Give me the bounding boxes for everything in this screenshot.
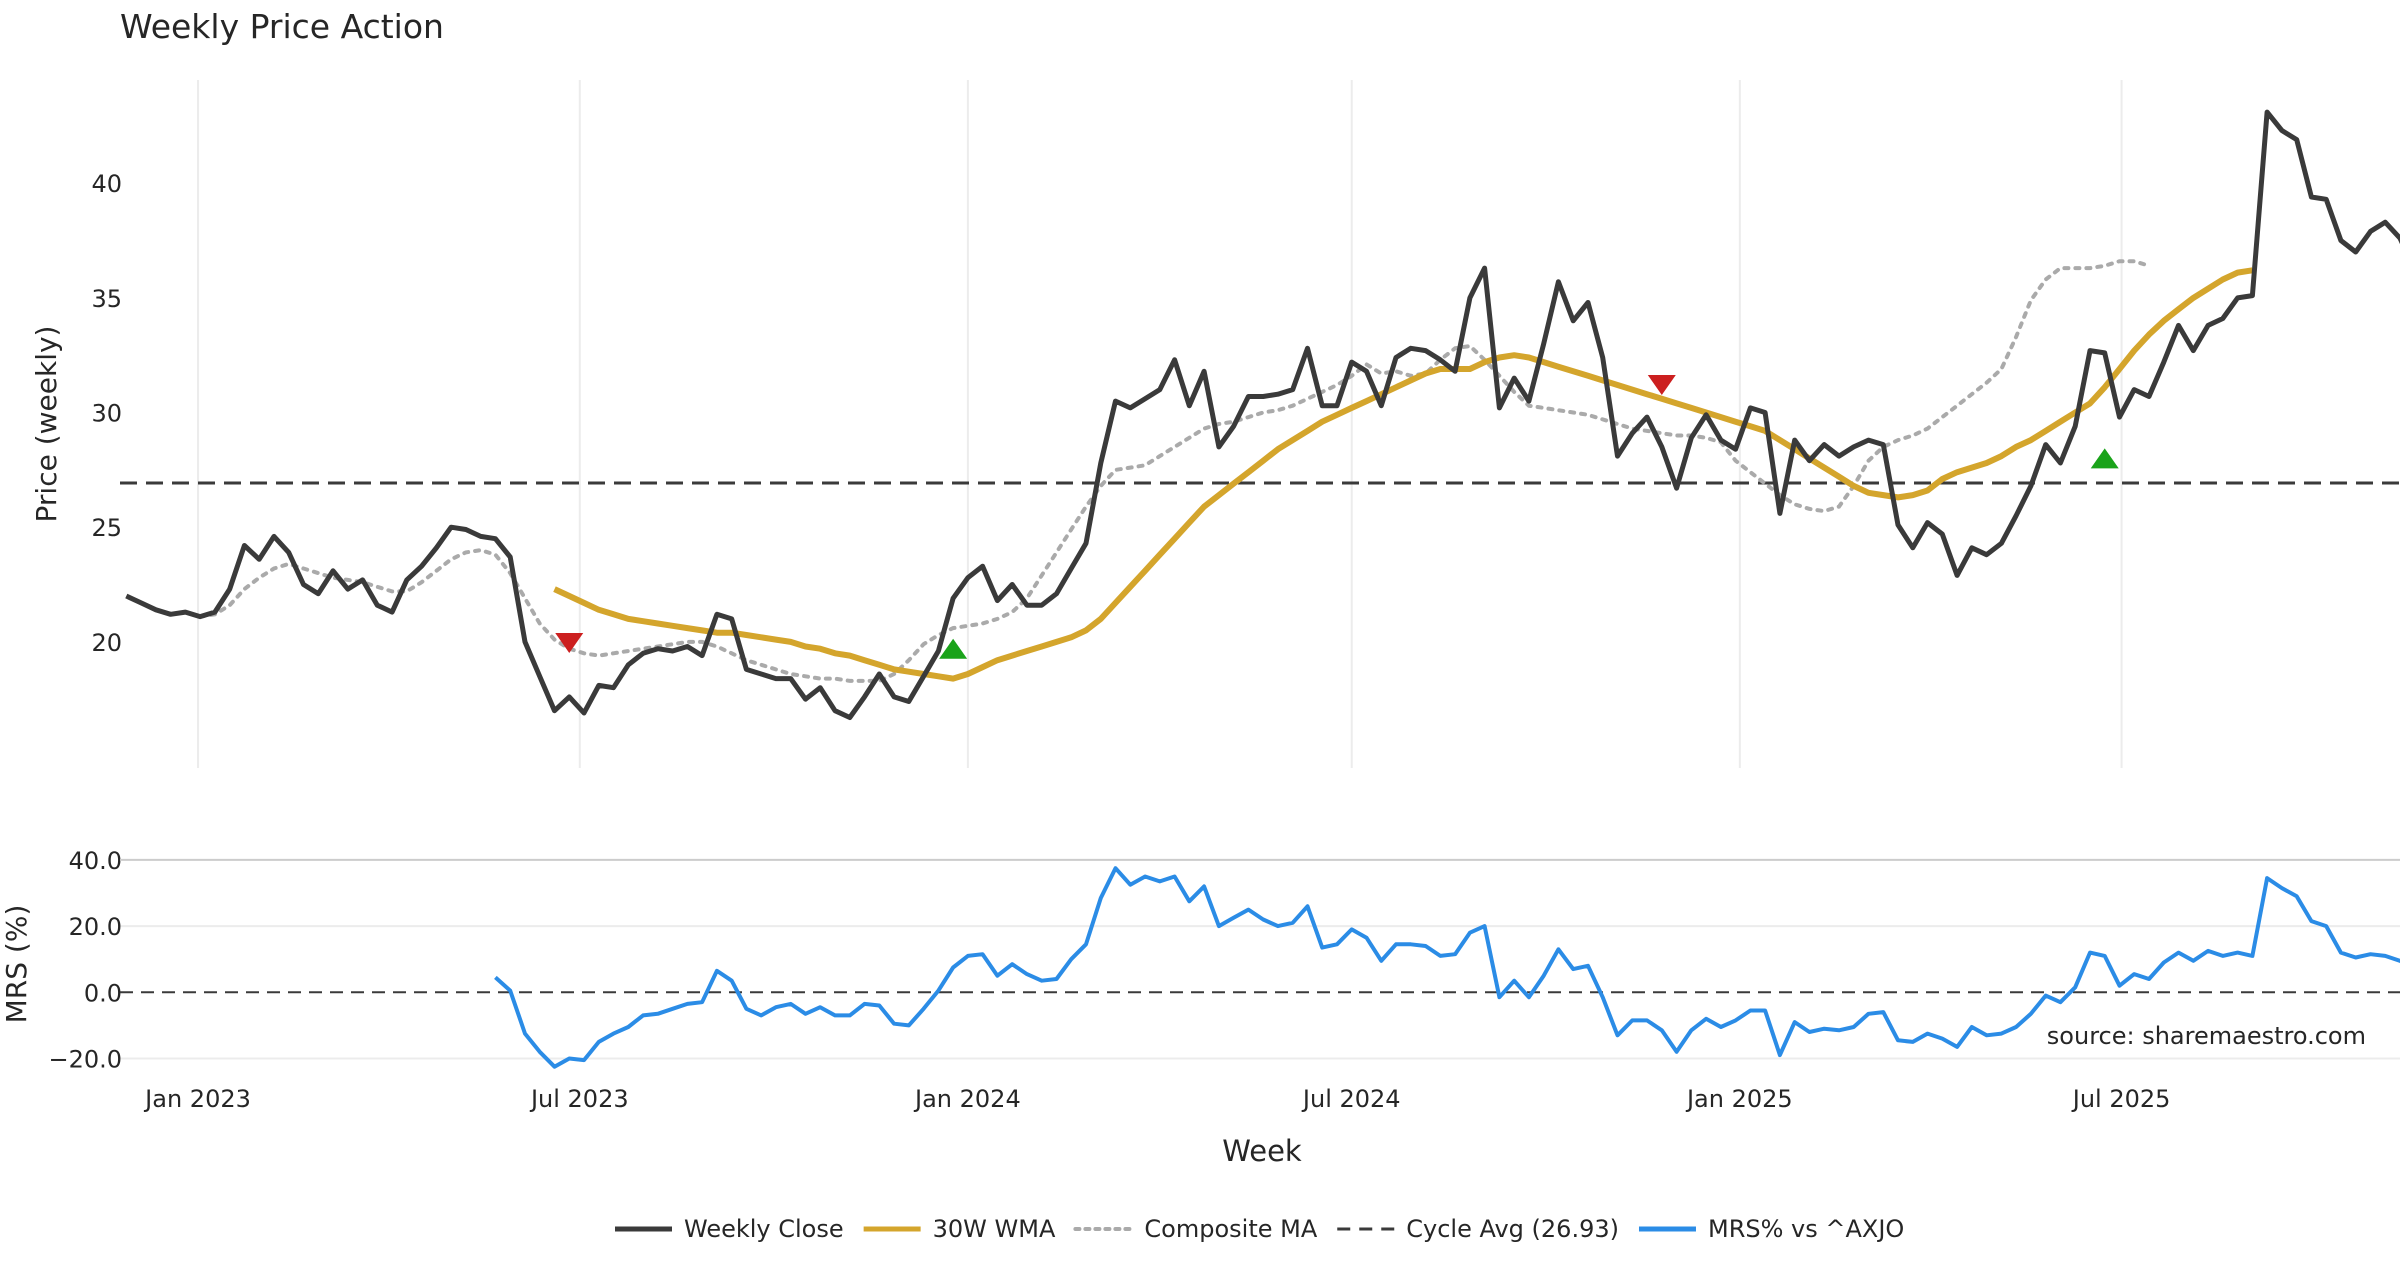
mrs-gridlines [120,925,2400,1060]
sell-signal-marker [1647,375,1676,396]
mrs-ytick-label: 20.0 [69,913,122,941]
chart-title: Weekly Price Action [120,7,444,46]
price-ytick-label: 20 [91,629,122,657]
x-tick-label: Jan 2024 [913,1085,1021,1113]
x-tick-label: Jul 2023 [529,1085,629,1113]
price-ytick-label: 25 [91,514,122,542]
price-ytick-label: 35 [91,285,122,313]
weekly-close-line [125,109,2400,720]
mrs-ytick-label: 0.0 [84,979,122,1007]
buy-signal-marker [939,638,968,659]
x-axis-label: Week [1222,1134,1302,1168]
legend-label: Weekly Close [684,1215,844,1243]
source-credit: source: sharemaestro.com [2047,1022,2366,1050]
price-ytick-label: 40 [91,170,122,198]
price-ytick-label: 30 [91,400,122,428]
mrs-ytick-label: −20.0 [48,1045,122,1073]
wma-30w-line [553,267,2253,682]
buy-signal-marker [2090,448,2119,469]
x-tick-labels: Jan 2023 Jul 2023 Jan 2024 Jul 2024 Jan 2025… [143,1085,2170,1113]
price-gridlines [197,80,2123,768]
x-tick-label: Jul 2024 [1301,1085,1401,1113]
sell-signal-marker [555,633,584,654]
mrs-ytick-labels: −20.0 0.0 20.0 40.0 [48,847,122,1074]
mrs-ytick-label: 40.0 [69,847,122,875]
legend: Weekly Close 30W WMA Composite MA Cycle Avg… [615,1215,1904,1243]
x-tick-label: Jan 2025 [1685,1085,1793,1113]
price-ylabel: Price (weekly) [30,326,63,523]
mrs-line [494,866,2400,1069]
composite-ma-line [198,259,2151,683]
signal-markers [555,375,2119,659]
x-tick-label: Jul 2025 [2071,1085,2171,1113]
legend-label: Composite MA [1144,1215,1317,1243]
legend-label: 30W WMA [933,1215,1056,1243]
legend-label: MRS% vs ^AXJO [1708,1215,1904,1243]
legend-label: Cycle Avg (26.93) [1406,1215,1619,1243]
x-tick-label: Jan 2023 [143,1085,251,1113]
price-ytick-labels: 20 25 30 35 40 [91,170,122,657]
mrs-ylabel: MRS (%) [0,905,33,1024]
